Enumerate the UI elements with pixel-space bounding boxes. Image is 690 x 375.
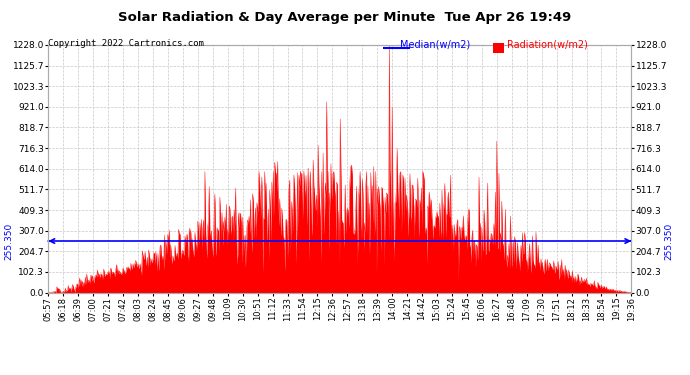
Text: 255.350: 255.350 bbox=[4, 222, 13, 260]
Text: 255.350: 255.350 bbox=[664, 222, 673, 260]
Text: Radiation(w/m2): Radiation(w/m2) bbox=[507, 39, 588, 50]
Text: Median(w/m2): Median(w/m2) bbox=[400, 39, 471, 50]
Text: Copyright 2022 Cartronics.com: Copyright 2022 Cartronics.com bbox=[48, 39, 204, 48]
Text: Solar Radiation & Day Average per Minute  Tue Apr 26 19:49: Solar Radiation & Day Average per Minute… bbox=[119, 11, 571, 24]
